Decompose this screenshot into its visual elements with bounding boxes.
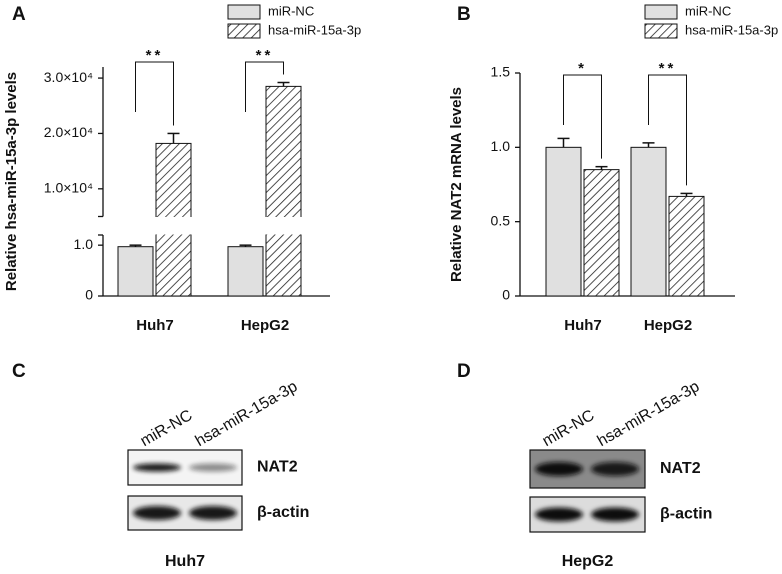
x-tick-label: HepG2 [644, 317, 692, 334]
y-axis-label: Relative hsa-miR-15a-3p levels [3, 72, 20, 291]
significance-label: ** [146, 47, 164, 64]
bar [583, 169, 620, 297]
legend-swatch [644, 23, 678, 39]
panel-label: D [457, 361, 471, 382]
significance-label: * [578, 60, 587, 77]
bar [668, 195, 705, 297]
panel-label: A [12, 4, 26, 25]
panel-label: C [12, 361, 26, 382]
y-tick-label: 1.0×10⁴ [44, 180, 93, 196]
x-tick-label: HepG2 [241, 317, 289, 334]
y-tick-label: 2.0×10⁴ [44, 124, 93, 140]
lane-label: miR-NC [540, 407, 598, 450]
legend-label: hsa-miR-15a-3p [685, 22, 778, 37]
axis-break-gap [105, 217, 332, 235]
y-tick-label: 3.0×10⁴ [44, 69, 93, 85]
lane-label: hsa-miR-15a-3p [595, 378, 703, 450]
blot-band [535, 507, 583, 522]
blot-band [133, 506, 181, 520]
legend-label: miR-NC [685, 3, 731, 18]
blot-band [535, 462, 583, 476]
bar [630, 146, 667, 297]
y-tick-label: 0.5 [491, 212, 511, 228]
blot-row-label: β-actin [660, 506, 712, 523]
y-tick-label: 1.0 [74, 236, 94, 252]
blot-band [591, 507, 639, 522]
significance-bracket [135, 61, 174, 126]
panel-label: B [457, 4, 471, 25]
x-tick-label: Huh7 [564, 317, 602, 334]
y-tick-label: 0 [502, 287, 510, 303]
blot-row-label: NAT2 [257, 459, 298, 476]
y-tick-label: 0 [85, 287, 93, 303]
x-tick-label: Huh7 [136, 317, 174, 334]
legend-label: miR-NC [268, 3, 314, 18]
cell-line-label: Huh7 [165, 553, 205, 570]
significance-bracket [648, 74, 687, 186]
significance-bracket [563, 74, 602, 159]
bar [117, 246, 154, 297]
significance-label: ** [256, 47, 274, 64]
legend-label: hsa-miR-15a-3p [268, 22, 361, 37]
legend-swatch [227, 4, 261, 20]
legend-swatch [227, 23, 261, 39]
blot-band [189, 463, 237, 472]
lane-label: miR-NC [138, 407, 196, 450]
blot-row-label: β-actin [257, 504, 309, 521]
bar [227, 246, 264, 297]
y-tick-label: 1.0 [491, 138, 511, 154]
blot-band [133, 463, 181, 472]
significance-bracket [245, 61, 284, 112]
legend-swatch [644, 4, 678, 20]
bar [545, 146, 582, 297]
cell-line-label: HepG2 [562, 553, 614, 570]
blot-band [189, 506, 237, 520]
y-axis-label: Relative NAT2 mRNA levels [448, 87, 465, 282]
blot-row-label: NAT2 [660, 460, 701, 477]
bar [265, 85, 302, 297]
blot-band [591, 462, 639, 476]
significance-label: ** [659, 60, 677, 77]
y-tick-label: 1.5 [491, 64, 511, 80]
lane-label: hsa-miR-15a-3p [193, 378, 301, 450]
